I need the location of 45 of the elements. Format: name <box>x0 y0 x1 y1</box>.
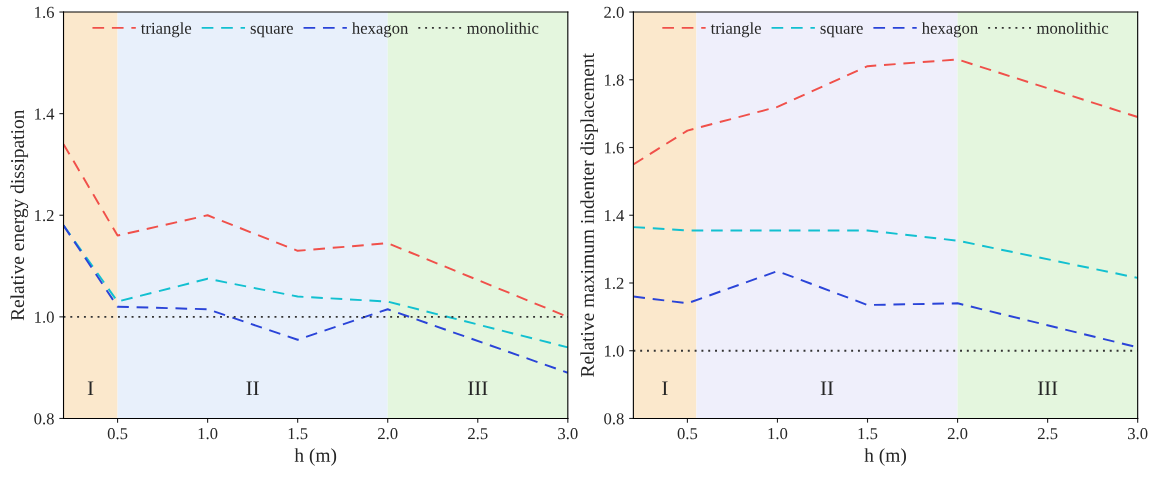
line-series <box>633 226 1138 279</box>
band-label: III <box>468 381 488 396</box>
legend-label: triangle <box>710 22 761 38</box>
line-series <box>63 224 568 374</box>
y-tick-label: 1.0 <box>35 311 54 323</box>
x-tick-label: 2.0 <box>378 427 398 440</box>
legend-label: monolithic <box>1036 22 1109 34</box>
y-tick-label: 1.2 <box>35 209 54 222</box>
band-label: III <box>1037 381 1058 396</box>
legend-label: hexagon <box>352 22 409 38</box>
y-tick-label: 0.8 <box>34 413 54 425</box>
legend-label: monolithic <box>467 22 539 34</box>
legend-label: triangle <box>140 22 192 38</box>
legend-label: hexagon <box>921 22 978 38</box>
x-tick-label: 2.5 <box>468 428 488 440</box>
y-tick-label: 1.6 <box>604 142 624 154</box>
y-tick-label: 1.0 <box>604 345 624 357</box>
x-tick-label: 1.5 <box>858 428 878 440</box>
y-tick-label: 1.4 <box>35 108 55 120</box>
band-label: II <box>246 381 259 396</box>
x-tick-label: 2.0 <box>947 427 968 440</box>
x-tick-label: 0.5 <box>677 427 698 440</box>
band-label: II <box>820 381 834 396</box>
x-tick-label: 1.5 <box>288 428 308 440</box>
x-axis-title: h (m) <box>294 448 337 466</box>
line-series <box>633 58 1138 166</box>
y-tick-label: 1.4 <box>604 210 625 222</box>
x-axis-title: h (m) <box>864 448 906 466</box>
legend-label: square <box>820 25 863 38</box>
x-tick-label: 2.5 <box>1037 428 1058 440</box>
x-tick-label: 0.5 <box>107 427 128 440</box>
x-tick-label: 1.0 <box>198 427 218 440</box>
x-tick-label: 3.0 <box>1128 427 1148 440</box>
y-axis-title: Relative energy dissipation <box>10 109 29 321</box>
y-tick-label: 0.8 <box>604 413 624 425</box>
y-axis-title: Relative maximum indenter displacement <box>580 53 598 377</box>
x-tick-label: 3.0 <box>558 427 578 440</box>
y-tick-label: 1.2 <box>604 277 624 290</box>
y-tick-label: 1.8 <box>604 74 624 86</box>
x-tick-label: 1.0 <box>768 427 788 440</box>
band-label: I <box>662 381 668 396</box>
band-label: I <box>87 381 94 396</box>
y-tick-label: 1.6 <box>35 6 54 19</box>
y-tick-label: 2.0 <box>604 6 624 19</box>
legend-label: square <box>250 25 293 38</box>
